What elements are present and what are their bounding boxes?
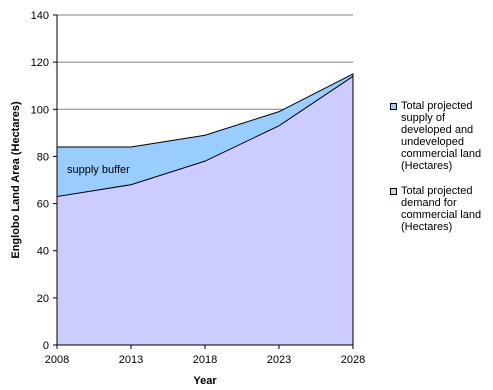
legend-label-supply: Total projected supply of developed and … xyxy=(401,100,482,172)
legend: Total projected supply of developed and … xyxy=(390,100,490,246)
y-tick-label: 20 xyxy=(37,293,49,305)
y-tick-label: 140 xyxy=(31,10,49,22)
y-tick-label: 80 xyxy=(37,151,49,163)
legend-item-demand: Total projected demand for commercial la… xyxy=(390,185,490,233)
legend-label-demand: Total projected demand for commercial la… xyxy=(401,185,482,233)
x-tick-label: 2023 xyxy=(267,354,291,366)
x-axis-title: Year xyxy=(193,375,217,387)
x-tick-label: 2028 xyxy=(341,354,365,366)
y-tick-label: 60 xyxy=(37,199,49,211)
legend-swatch-supply xyxy=(390,103,397,110)
y-tick-label: 100 xyxy=(31,104,49,116)
supply-buffer-annotation: supply buffer xyxy=(67,164,130,176)
y-tick-label: 40 xyxy=(37,246,49,258)
demand-area xyxy=(56,75,354,346)
x-tick-labels: 2008 2013 2018 2023 2028 xyxy=(45,354,365,366)
legend-item-supply: Total projected supply of developed and … xyxy=(390,100,490,172)
x-tick-label: 2018 xyxy=(193,354,217,366)
y-axis-title: Englobo Land Area (Hectares) xyxy=(10,101,22,259)
y-tick-label: 0 xyxy=(43,340,49,352)
axes xyxy=(53,14,354,349)
y-tick-label: 120 xyxy=(31,57,49,69)
legend-swatch-demand xyxy=(390,188,397,195)
y-tick-labels: 0 20 40 60 80 100 120 140 xyxy=(31,10,49,352)
x-tick-label: 2008 xyxy=(45,354,69,366)
x-tick-label: 2013 xyxy=(119,354,143,366)
